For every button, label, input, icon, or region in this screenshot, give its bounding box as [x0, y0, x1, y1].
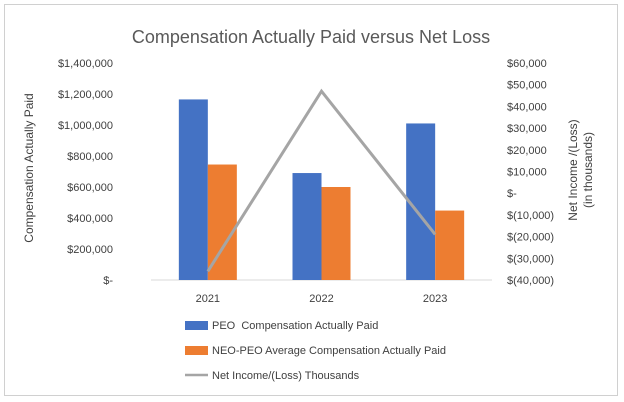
chart-frame: Compensation Actually Paid versus Net Lo… — [4, 4, 618, 396]
right-tick-label: $30,000 — [507, 123, 547, 135]
category-label-2023: 2023 — [423, 293, 447, 305]
right-tick-label: $(10,000) — [507, 210, 554, 222]
left-tick-label: $400,000 — [67, 213, 113, 225]
category-label-2022: 2022 — [309, 293, 333, 305]
legend-swatch-neo — [185, 346, 208, 355]
left-tick-label: $- — [103, 275, 113, 287]
right-tick-label: $- — [507, 188, 517, 200]
right-tick-label: $20,000 — [507, 145, 547, 157]
right-axis-title-line2: (in thousands) — [581, 132, 595, 208]
left-tick-label: $1,200,000 — [58, 89, 113, 101]
net-income-line — [206, 88, 437, 273]
net-income-line-group — [206, 88, 437, 273]
right-axis-ticks: $(40,000) $(30,000) $(20,000) $(10,000) $- $1… — [507, 58, 554, 287]
neo-bar-2021 — [207, 164, 237, 280]
legend-label-peo: PEO Compensation Actually Paid — [212, 320, 378, 332]
bars-group — [178, 99, 465, 280]
legend-label-net-income: Net Income/(Loss) Thousands — [212, 370, 360, 382]
left-axis-title: Compensation Actually Paid — [22, 93, 36, 242]
legend-swatch-peo — [185, 321, 208, 330]
peo-bar-2021 — [178, 99, 208, 280]
right-tick-label: $60,000 — [507, 58, 547, 70]
right-tick-label: $40,000 — [507, 101, 547, 113]
left-axis-ticks: $- $200,000 $400,000 $600,000 $800,000 $1,000… — [58, 58, 113, 287]
right-tick-label: $50,000 — [507, 80, 547, 92]
right-tick-label: $10,000 — [507, 167, 547, 179]
neo-bar-2023 — [435, 210, 465, 280]
neo-bar-2022 — [321, 187, 351, 280]
left-tick-label: $600,000 — [67, 182, 113, 194]
right-tick-label: $(40,000) — [507, 275, 554, 287]
right-tick-label: $(30,000) — [507, 253, 554, 265]
chart-svg: Compensation Actually Paid versus Net Lo… — [22, 27, 595, 382]
legend: PEO Compensation Actually Paid NEO-PEO A… — [185, 320, 446, 382]
category-label-2021: 2021 — [196, 293, 220, 305]
right-axis-title-line1: Net Income /(Loss) — [566, 119, 580, 220]
left-tick-label: $800,000 — [67, 151, 113, 163]
category-labels: 2021 2022 2023 — [196, 293, 448, 305]
peo-bar-2022 — [292, 173, 322, 280]
left-tick-label: $1,400,000 — [58, 58, 113, 70]
left-tick-label: $200,000 — [67, 244, 113, 256]
chart-title: Compensation Actually Paid versus Net Lo… — [132, 27, 490, 47]
legend-label-neo: NEO-PEO Average Compensation Actually Pa… — [212, 345, 446, 357]
left-tick-label: $1,000,000 — [58, 120, 113, 132]
right-tick-label: $(20,000) — [507, 232, 554, 244]
